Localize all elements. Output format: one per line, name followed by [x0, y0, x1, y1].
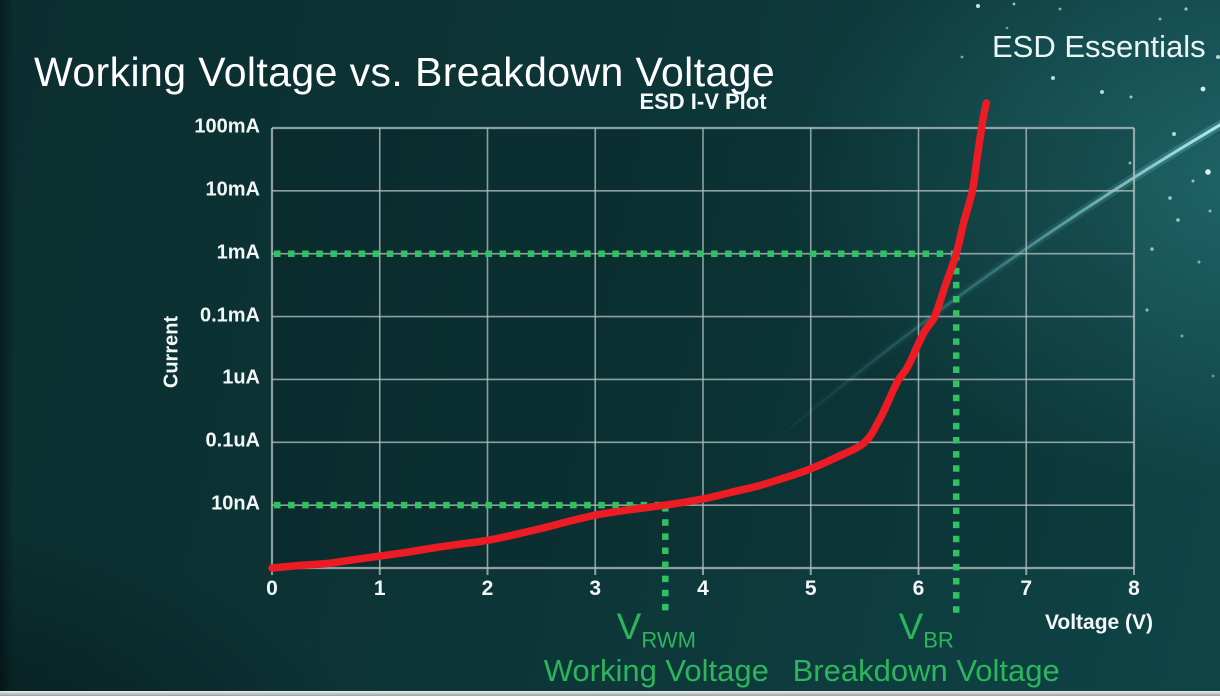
y-tick-label: 100mA	[194, 115, 260, 138]
x-tick-label: 7	[1020, 577, 1033, 600]
y-tick-label: 0.1uA	[205, 429, 260, 452]
y-tick-label: 10mA	[205, 178, 260, 201]
vrwm-symbol: VRWM	[616, 606, 696, 653]
x-tick-label: 5	[804, 577, 817, 600]
x-tick-label: 1	[373, 577, 386, 600]
x-tick-label: 2	[481, 577, 494, 600]
vbr-annotation: VBR Breakdown Voltage	[793, 608, 1060, 689]
x-tick-label: 0	[266, 577, 278, 600]
vrwm-annotation: VRWM Working Voltage	[544, 608, 769, 689]
vbr-symbol: VBR	[898, 606, 954, 653]
x-tick-label: 6	[912, 577, 925, 600]
x-tick-label: 3	[589, 577, 602, 600]
y-tick-label: 1uA	[222, 366, 260, 389]
page-title: Working Voltage vs. Breakdown Voltage	[34, 49, 776, 96]
y-tick-label: 1mA	[216, 241, 260, 264]
x-tick-label: 4	[697, 577, 709, 600]
y-tick-label: 10nA	[211, 492, 260, 515]
y-tick-label: 0.1mA	[199, 303, 260, 326]
vrwm-caption: Working Voltage	[543, 653, 769, 689]
vbr-caption: Breakdown Voltage	[792, 653, 1060, 689]
brand-text: ESD Essentials	[992, 29, 1206, 64]
chart-title: ESD I-V Plot	[639, 89, 767, 114]
bottom-edge-strip	[0, 691, 1220, 696]
x-tick-label: 8	[1128, 577, 1140, 600]
x-axis-title: Voltage (V)	[1044, 611, 1154, 634]
